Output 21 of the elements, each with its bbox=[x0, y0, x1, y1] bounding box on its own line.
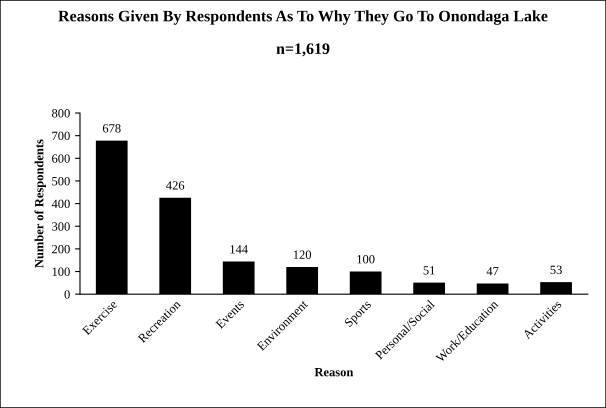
data-label: 678 bbox=[102, 124, 121, 133]
y-tick-label: 500 bbox=[52, 176, 70, 186]
data-label: 53 bbox=[550, 266, 562, 274]
y-tick-label: 200 bbox=[52, 244, 70, 254]
y-tick-label: 0 bbox=[64, 290, 70, 299]
data-label: 426 bbox=[166, 181, 184, 190]
data-label: 47 bbox=[486, 267, 498, 276]
data-label: 120 bbox=[294, 250, 312, 259]
data-label: 100 bbox=[357, 254, 375, 264]
y-tick-label: 600 bbox=[52, 154, 70, 163]
y-tick-label: 400 bbox=[52, 200, 70, 208]
y-tick-label: 300 bbox=[52, 222, 70, 231]
data-label: 51 bbox=[424, 266, 435, 275]
y-tick-label: 700 bbox=[52, 132, 70, 140]
y-tick-label: 100 bbox=[52, 268, 70, 276]
y-tick-label: 800 bbox=[52, 109, 70, 118]
chart-title: Reasons Given By Respondents As To Why They Go To Onondaga Lake bbox=[58, 10, 548, 25]
data-label: 144 bbox=[230, 245, 248, 254]
x-axis-title: Reason bbox=[314, 368, 354, 376]
chart-subtitle: n=1,619 bbox=[276, 43, 330, 56]
y-axis-title: Number of Respondents bbox=[34, 139, 46, 268]
